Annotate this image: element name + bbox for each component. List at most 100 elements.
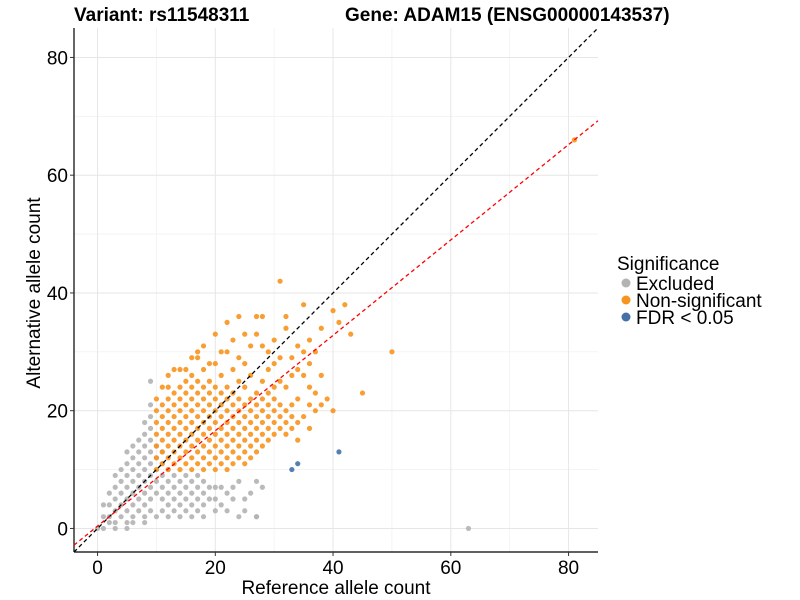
point-excluded (124, 484, 130, 490)
point-non-significant (348, 331, 354, 337)
point-excluded (118, 478, 124, 484)
y-tick-label: 20 (47, 402, 68, 423)
point-non-significant (183, 425, 189, 431)
point-non-significant (318, 325, 324, 331)
point-excluded (189, 514, 195, 520)
point-non-significant (183, 449, 189, 455)
point-non-significant (271, 384, 277, 390)
point-non-significant (200, 343, 207, 349)
point-non-significant (277, 278, 283, 284)
point-non-significant (218, 437, 224, 443)
point-excluded (159, 508, 165, 514)
point-excluded (118, 490, 124, 496)
point-non-significant (277, 413, 283, 420)
point-non-significant (171, 366, 177, 373)
point-non-significant (248, 396, 254, 402)
point-non-significant (295, 437, 301, 443)
identity-line (73, 27, 599, 553)
point-non-significant (248, 443, 254, 449)
point-non-significant (165, 372, 171, 378)
point-non-significant (253, 413, 260, 420)
point-non-significant (189, 466, 195, 473)
point-non-significant (189, 419, 195, 426)
point-excluded (189, 502, 195, 508)
point-excluded (124, 472, 130, 479)
point-non-significant (230, 366, 236, 373)
point-excluded (112, 496, 118, 502)
point-excluded (130, 443, 136, 449)
point-non-significant (218, 461, 224, 467)
point-non-significant (295, 396, 301, 402)
point-non-significant (389, 349, 395, 355)
point-excluded (147, 413, 154, 420)
point-excluded (212, 508, 218, 514)
point-non-significant (248, 431, 254, 437)
reference-lines (73, 27, 599, 553)
point-non-significant (277, 402, 283, 408)
point-excluded (112, 472, 118, 479)
point-excluded (165, 478, 171, 484)
point-non-significant (242, 437, 248, 443)
point-non-significant (189, 408, 195, 414)
point-excluded (130, 519, 136, 526)
point-excluded (147, 461, 154, 467)
point-non-significant (200, 366, 207, 373)
point-excluded (171, 484, 177, 490)
x-tick-label: 80 (558, 558, 579, 579)
point-non-significant (259, 408, 266, 414)
point-non-significant (195, 461, 201, 467)
x-tick-label: 40 (322, 558, 343, 579)
point-non-significant (306, 337, 313, 343)
point-non-significant (301, 372, 307, 378)
point-non-significant (206, 378, 213, 384)
point-non-significant (177, 396, 183, 402)
point-non-significant (177, 419, 183, 426)
point-excluded (200, 478, 207, 484)
point-non-significant (248, 408, 254, 414)
point-non-significant (271, 396, 277, 402)
point-non-significant (236, 443, 242, 449)
point-excluded (142, 490, 148, 496)
point-non-significant (336, 319, 342, 325)
point-non-significant (253, 331, 260, 337)
point-fdr (295, 461, 301, 467)
point-excluded (100, 525, 107, 532)
point-excluded (136, 508, 142, 514)
point-non-significant (200, 431, 207, 437)
point-non-significant (206, 449, 213, 455)
point-non-significant (248, 419, 254, 426)
point-excluded (177, 490, 183, 496)
point-excluded (118, 466, 124, 473)
point-non-significant (242, 413, 248, 420)
point-non-significant (318, 402, 324, 408)
point-fdr (289, 466, 295, 473)
point-non-significant (330, 408, 336, 414)
point-excluded (106, 519, 112, 526)
point-non-significant (218, 425, 224, 431)
point-non-significant (177, 408, 183, 414)
point-excluded (153, 490, 160, 496)
point-non-significant (306, 360, 313, 367)
point-non-significant (289, 413, 295, 420)
point-excluded (136, 437, 142, 443)
point-excluded (206, 496, 213, 502)
point-non-significant (177, 466, 183, 473)
point-excluded (142, 502, 148, 508)
point-non-significant (189, 384, 195, 390)
point-excluded (100, 514, 107, 520)
point-non-significant (165, 431, 171, 437)
point-non-significant (289, 425, 295, 431)
point-excluded (147, 484, 154, 490)
chart-title-variant: Variant: rs11548311 (74, 5, 250, 26)
point-excluded (130, 466, 136, 473)
point-excluded (159, 484, 165, 490)
x-axis-label: Reference allele count (241, 578, 431, 599)
point-excluded (136, 461, 142, 467)
point-non-significant (324, 396, 330, 402)
point-excluded (195, 472, 201, 479)
point-excluded (171, 508, 177, 514)
point-excluded (142, 431, 148, 437)
point-excluded (242, 496, 248, 502)
point-non-significant (218, 449, 224, 455)
